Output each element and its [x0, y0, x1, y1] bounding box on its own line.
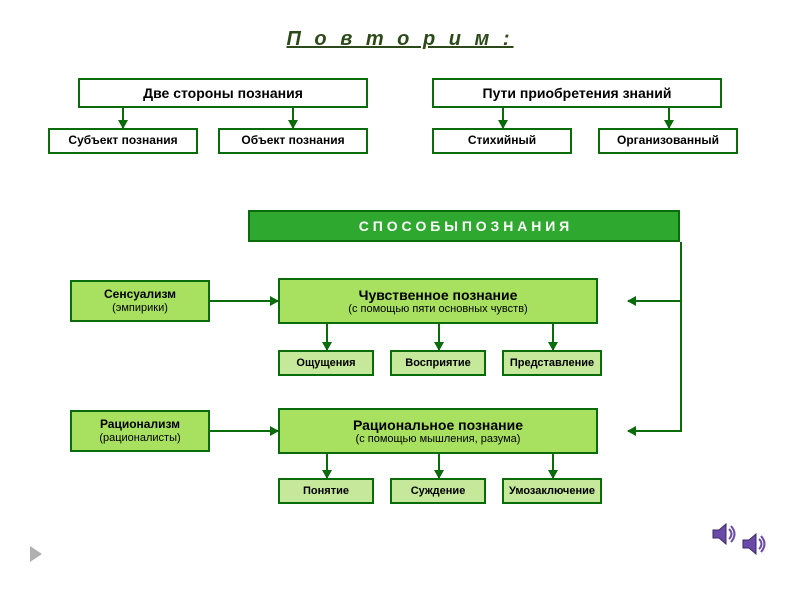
box-r_leaf2: Суждение [390, 478, 486, 504]
box-rational_main-subtext: (с помощью мышления, разума) [356, 433, 521, 446]
box-top_left_parent-text: Две стороны познания [143, 85, 303, 101]
page-title: П о в т о р и м : [0, 28, 800, 51]
box-s_leaf1-text: Ощущения [296, 357, 355, 370]
connector-0 [680, 242, 682, 432]
box-s_leaf2: Восприятие [390, 350, 486, 376]
arrow-v-3 [668, 108, 670, 128]
box-tl_child1: Субъект познания [48, 128, 198, 154]
speaker-icon-0[interactable] [710, 520, 738, 548]
arrow-v-5 [438, 324, 440, 350]
box-tl_child2: Объект познания [218, 128, 368, 154]
arrow-h-1 [210, 430, 278, 432]
box-methods_header-text: С П О С О Б Ы П О З Н А Н И Я [359, 218, 569, 234]
arrow-v-1 [292, 108, 294, 128]
box-r_leaf1-text: Понятие [303, 485, 349, 498]
arrow-v-0 [122, 108, 124, 128]
box-s_leaf2-text: Восприятие [405, 357, 470, 370]
box-sensual_main-text: Чувственное познание [359, 287, 518, 303]
box-sensual_main-subtext: (с помощью пяти основных чувств) [348, 303, 527, 316]
arrow-h-3 [628, 430, 680, 432]
box-top_left_parent: Две стороны познания [78, 78, 368, 108]
box-top_right_parent-text: Пути приобретения знаний [483, 85, 672, 101]
box-rational_main: Рациональное познание(с помощью мышления… [278, 408, 598, 454]
arrow-v-8 [438, 454, 440, 478]
arrow-v-6 [552, 324, 554, 350]
box-tl_child1-text: Субъект познания [68, 134, 177, 148]
box-tr_child2: Организованный [598, 128, 738, 154]
box-r_leaf3-text: Умозаключение [509, 485, 595, 498]
box-sensual_main: Чувственное познание(с помощью пяти осно… [278, 278, 598, 324]
arrow-h-2 [628, 300, 680, 302]
arrow-h-0 [210, 300, 278, 302]
arrow-v-7 [326, 454, 328, 478]
box-sensual_label-subtext: (эмпирики) [112, 302, 168, 315]
box-r_leaf1: Понятие [278, 478, 374, 504]
box-r_leaf2-text: Суждение [411, 485, 466, 498]
arrow-v-9 [552, 454, 554, 478]
box-methods_header: С П О С О Б Ы П О З Н А Н И Я [248, 210, 680, 242]
box-s_leaf1: Ощущения [278, 350, 374, 376]
box-tl_child2-text: Объект познания [241, 134, 344, 148]
box-tr_child1: Стихийный [432, 128, 572, 154]
box-r_leaf3: Умозаключение [502, 478, 602, 504]
arrow-v-2 [502, 108, 504, 128]
box-s_leaf3: Представление [502, 350, 602, 376]
speaker-icon-1[interactable] [740, 530, 768, 558]
box-sensual_label-text: Сенсуализм [104, 288, 176, 302]
nav-triangle-icon [30, 546, 42, 562]
box-rational_label: Рационализм(рационалисты) [70, 410, 210, 452]
arrow-v-4 [326, 324, 328, 350]
box-top_right_parent: Пути приобретения знаний [432, 78, 722, 108]
box-rational_main-text: Рациональное познание [353, 417, 523, 433]
box-rational_label-text: Рационализм [100, 418, 180, 432]
box-rational_label-subtext: (рационалисты) [99, 432, 180, 445]
box-s_leaf3-text: Представление [510, 357, 594, 370]
box-tr_child1-text: Стихийный [468, 134, 536, 148]
box-sensual_label: Сенсуализм(эмпирики) [70, 280, 210, 322]
box-tr_child2-text: Организованный [617, 134, 719, 148]
